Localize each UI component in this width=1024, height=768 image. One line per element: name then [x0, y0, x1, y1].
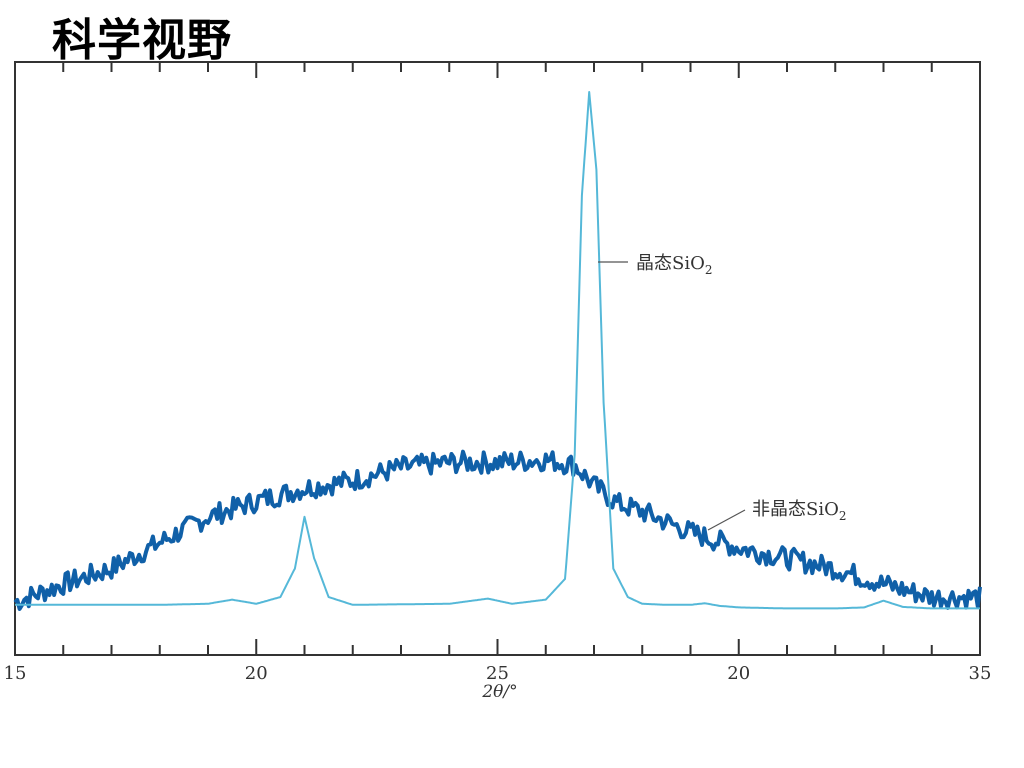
x-axis-label: 2θ/°	[481, 682, 517, 702]
crystalline-annotation-sub: 2	[705, 263, 713, 277]
amorphous-annotation: 非晶态SiO2	[752, 499, 847, 523]
x-tick-label: 25	[486, 663, 509, 684]
crystalline-annotation: 晶态SiO2	[636, 253, 713, 277]
x-tick-labels: 15 20 25 20 35	[4, 663, 992, 684]
x-tick-label: 20	[727, 663, 750, 684]
series-amorphous-line	[13, 449, 982, 611]
top-ticks	[14, 62, 981, 78]
amorphous-annotation-text: 非晶态SiO	[752, 499, 839, 520]
page-title: 科学视野	[52, 15, 232, 66]
plot-frame	[14, 61, 981, 656]
series-crystalline-line	[15, 91, 980, 610]
series-layer	[13, 91, 982, 611]
x-tick-label: 35	[969, 663, 992, 684]
x-tick-label: 20	[245, 663, 268, 684]
amorphous-leader-line	[707, 509, 746, 531]
bottom-ticks	[14, 639, 981, 655]
crystalline-annotation-text: 晶态SiO	[636, 253, 705, 274]
x-tick-label: 15	[4, 663, 27, 684]
amorphous-annotation-sub: 2	[839, 509, 847, 523]
